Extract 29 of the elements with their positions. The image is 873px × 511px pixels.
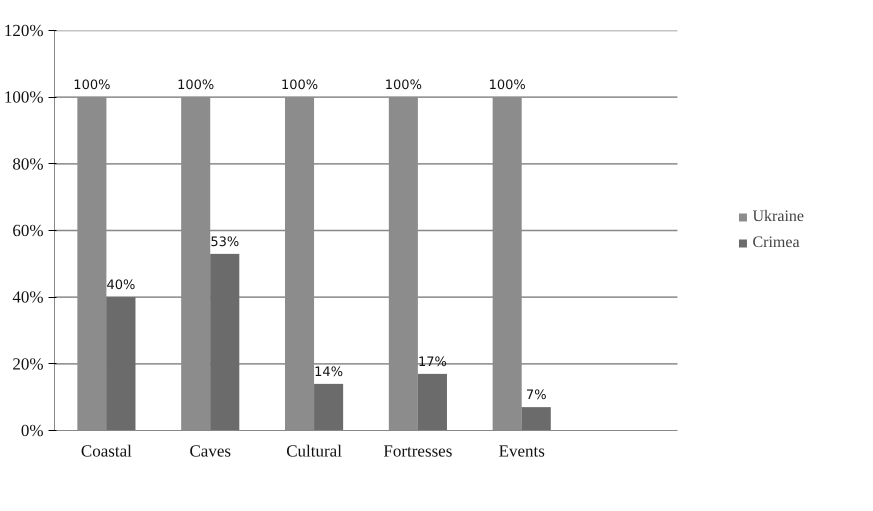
x-tick-label: Events [498, 442, 545, 460]
data-label: 100% [384, 78, 422, 94]
y-tick-label: 60% [12, 221, 44, 240]
data-label: 14% [314, 364, 344, 380]
x-tick-label: Caves [189, 442, 232, 460]
bar [522, 407, 551, 430]
y-tick-label: 80% [12, 154, 44, 174]
x-tick-label: Coastal [80, 442, 132, 460]
bar [314, 384, 344, 430]
data-label: 53% [210, 234, 240, 250]
data-label: 40% [106, 278, 136, 294]
data-label: 100% [488, 78, 526, 94]
legend-label: Crimea [752, 234, 800, 252]
data-label: 100% [73, 78, 110, 94]
y-tick-label: 120% [4, 21, 44, 40]
x-tick-label: Cultural [286, 442, 342, 460]
data-label: 7% [526, 388, 547, 404]
bar [418, 374, 447, 430]
data-label: 100% [280, 78, 318, 94]
y-tick-label: 20% [12, 354, 44, 374]
y-tick-label: 100% [4, 88, 44, 107]
data-label: 17% [418, 354, 447, 370]
y-tick-label: 0% [20, 421, 44, 440]
legend-label: Ukraine [752, 208, 804, 226]
bar [106, 297, 136, 430]
data-label: 100% [177, 78, 214, 94]
y-tick-label: 40% [12, 288, 44, 307]
x-tick-label: Fortresses [383, 442, 452, 460]
bar [210, 254, 240, 430]
